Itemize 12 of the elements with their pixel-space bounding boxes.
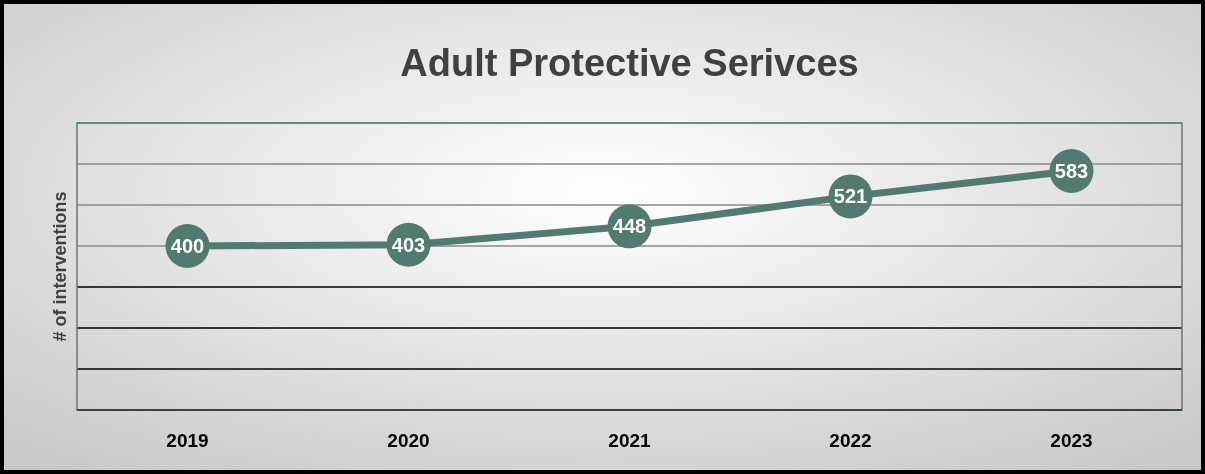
data-label: 448: [612, 215, 647, 238]
chart-title: Adult Protective Serivces: [400, 42, 859, 84]
y-axis-title: # of interventions: [50, 191, 70, 342]
data-label: 521: [833, 185, 868, 208]
x-tick-label: 2022: [829, 430, 872, 451]
x-tick-label: 2021: [608, 430, 652, 451]
x-tick-label: 2023: [1050, 430, 1093, 451]
x-tick-label: 2020: [387, 430, 430, 451]
data-label: 583: [1054, 159, 1089, 182]
data-label: 400: [170, 235, 205, 257]
data-label: 403: [391, 233, 426, 256]
x-tick-label: 2019: [166, 430, 209, 451]
